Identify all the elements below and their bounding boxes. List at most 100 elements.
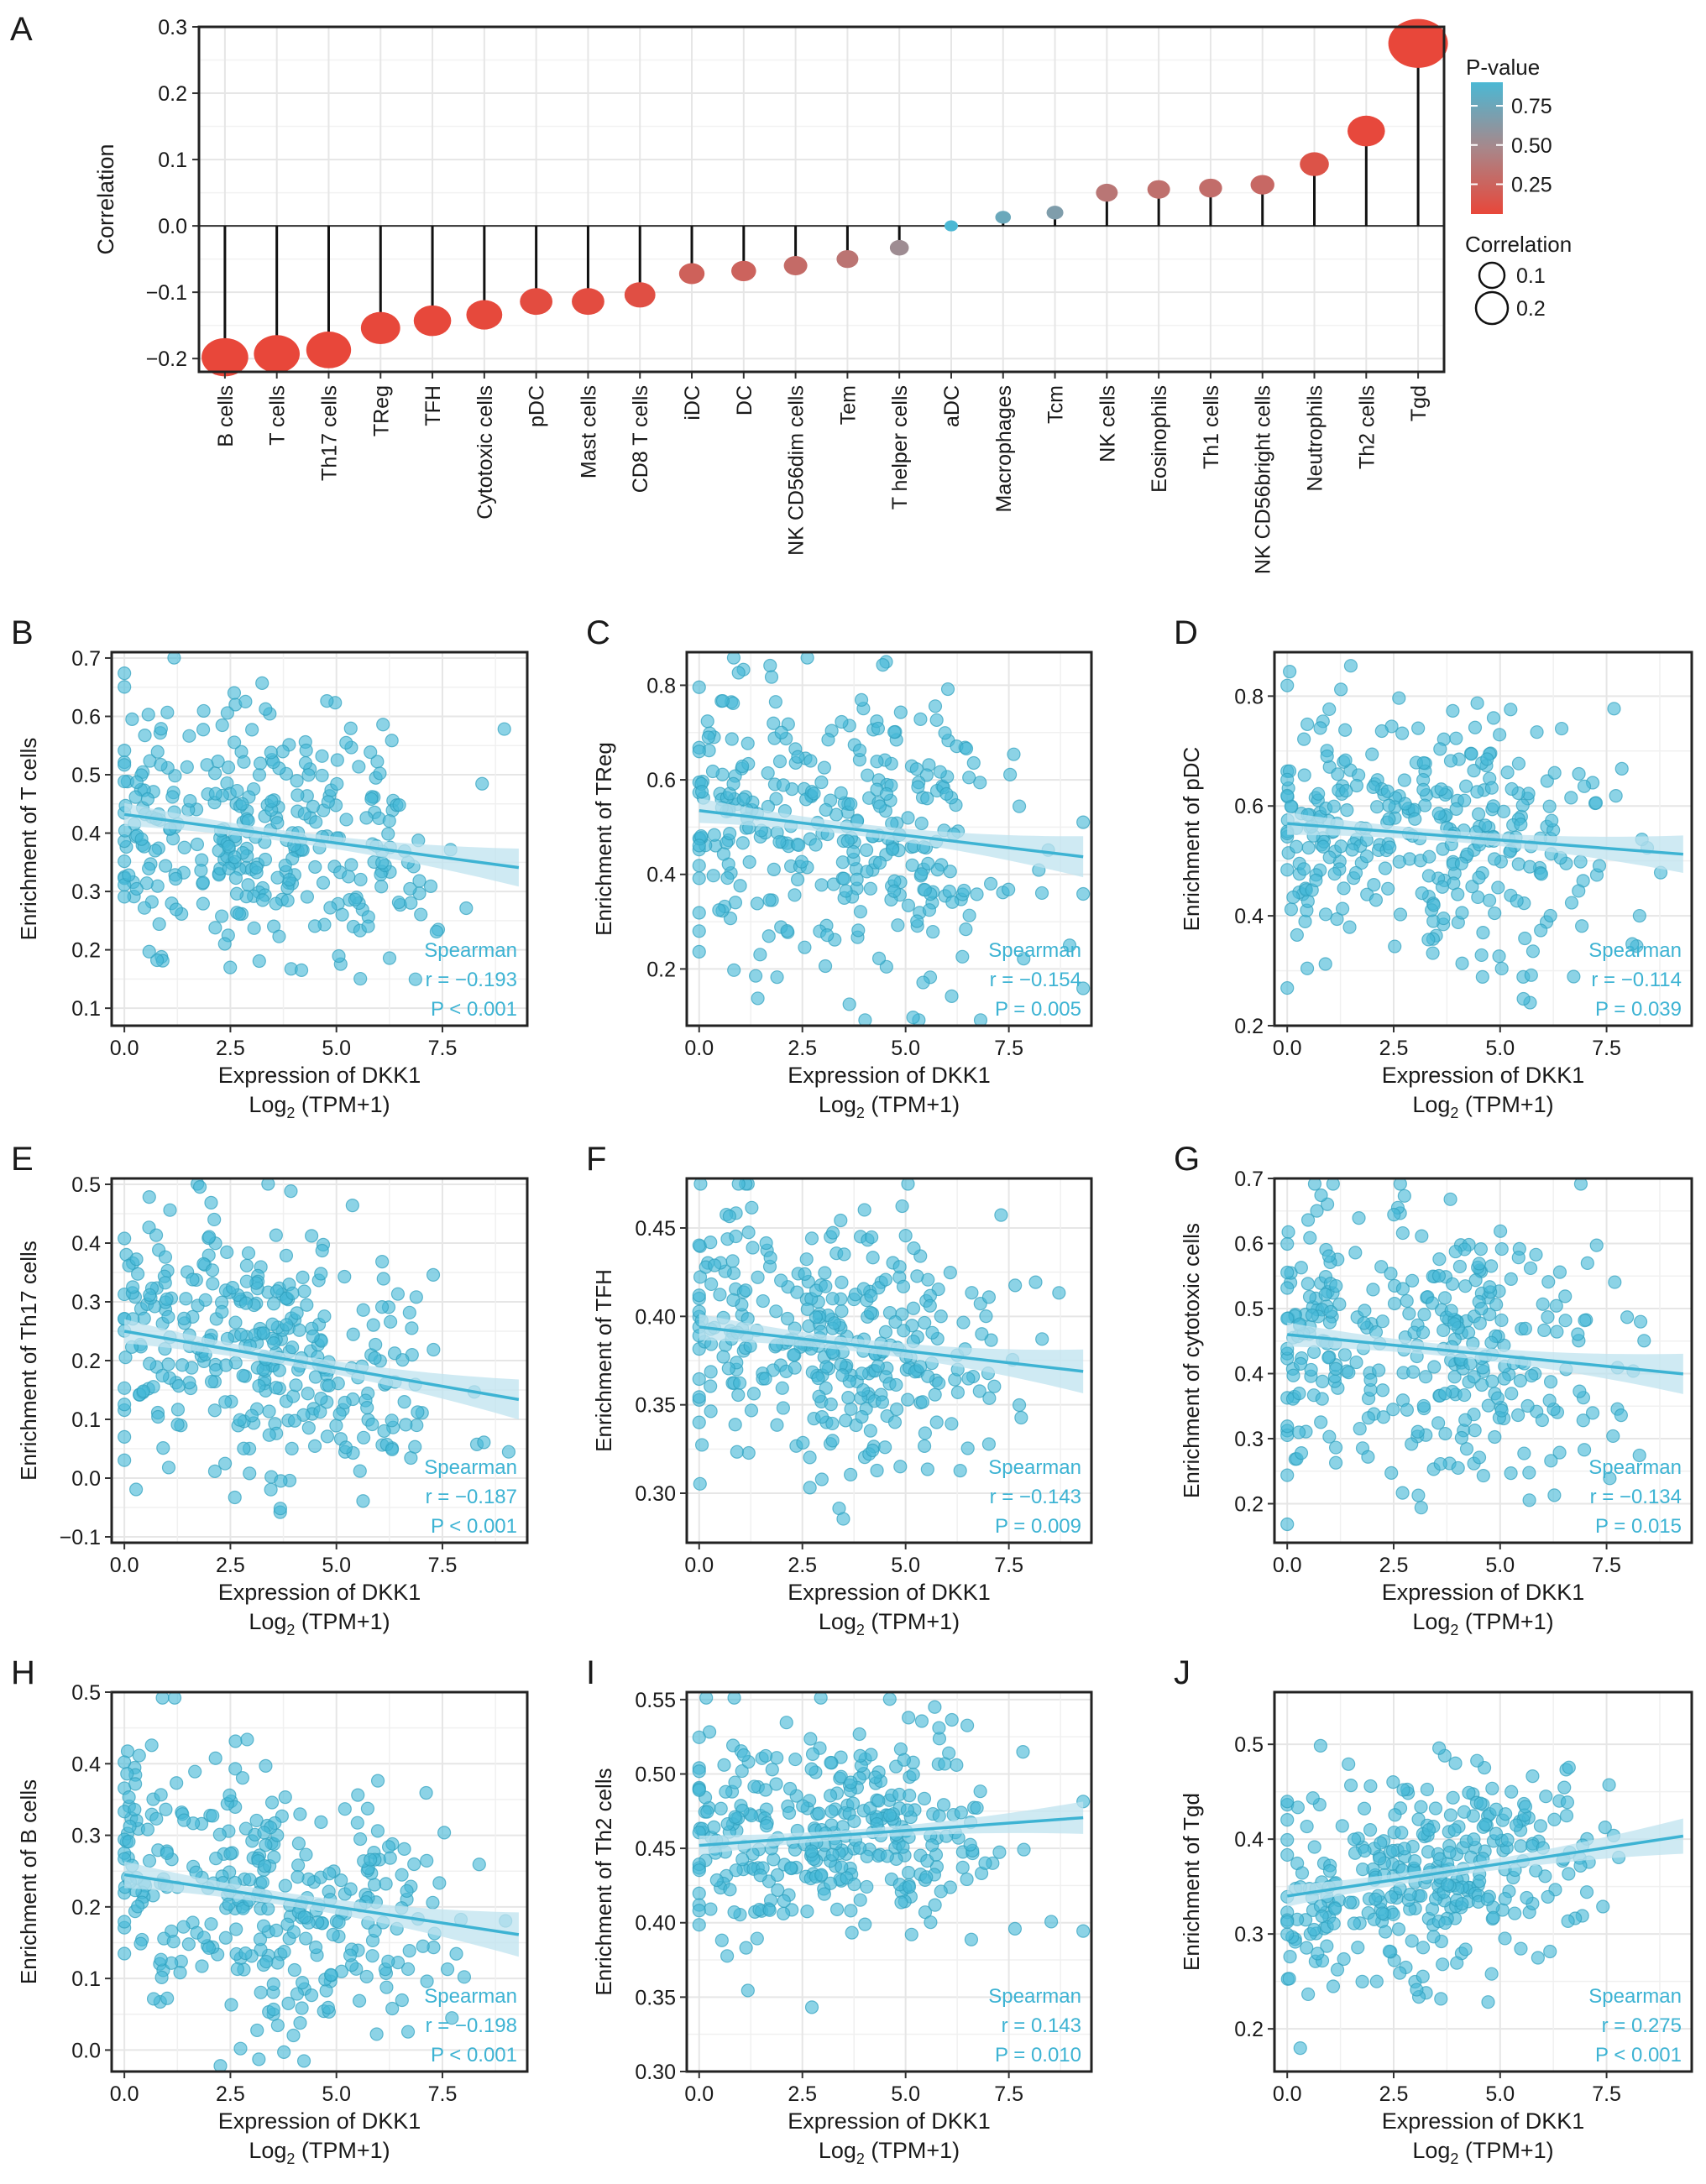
panel-h: H0.00.10.20.30.40.50.0 2.5 5.0 7.5Enrichmen…	[11, 1654, 529, 2167]
data-point	[308, 1940, 323, 1955]
data-point	[1455, 906, 1469, 920]
data-point	[863, 1305, 878, 1320]
panel-label-h: H	[11, 1654, 35, 1691]
data-point	[1545, 813, 1559, 828]
data-point	[1280, 678, 1295, 692]
data-point	[120, 1767, 134, 1781]
data-point	[306, 799, 320, 813]
data-point	[1504, 1272, 1518, 1286]
data-point	[297, 1284, 311, 1298]
y-tick-label: 0.7	[71, 647, 101, 671]
data-point	[353, 872, 368, 887]
data-point	[893, 1460, 908, 1474]
data-point	[1405, 1437, 1419, 1451]
data-point	[272, 1363, 286, 1377]
x-tick-label: 7.5	[428, 1554, 458, 1577]
data-point	[829, 1902, 845, 1916]
data-point	[772, 834, 787, 849]
regression-line	[1287, 822, 1683, 856]
data-point	[291, 1837, 306, 1851]
data-point	[170, 1403, 186, 1417]
data-point	[1474, 948, 1489, 963]
data-point	[772, 755, 788, 769]
data-point	[1280, 788, 1295, 803]
data-point	[275, 745, 290, 759]
data-point	[293, 2016, 307, 2030]
data-point	[970, 1800, 984, 1816]
y-axis-label: Enrichment of Th2 cells	[591, 1768, 616, 1995]
data-point	[750, 1931, 764, 1946]
data-point	[1625, 937, 1640, 951]
data-point	[320, 1429, 335, 1444]
data-point	[1300, 961, 1315, 975]
data-point	[1387, 1208, 1401, 1222]
data-point	[909, 762, 924, 776]
data-point	[878, 1325, 893, 1339]
data-point	[118, 680, 132, 694]
data-point	[167, 652, 181, 665]
data-point	[767, 716, 781, 730]
data-point	[1388, 939, 1402, 954]
data-point	[1498, 1931, 1512, 1946]
data-point	[140, 1822, 155, 1837]
data-point	[1348, 865, 1363, 880]
data-point	[955, 1860, 970, 1874]
data-point	[385, 734, 399, 748]
data-point	[397, 1842, 411, 1856]
x-axis-label: Expression of DKK1	[788, 2108, 991, 2134]
lollipop-dot-23	[1388, 18, 1448, 68]
data-point	[776, 1401, 790, 1415]
data-point	[257, 1826, 271, 1840]
data-point	[1426, 946, 1440, 960]
data-point	[286, 2028, 301, 2043]
data-point	[975, 1327, 989, 1341]
data-point	[735, 759, 750, 774]
data-point	[1577, 779, 1592, 793]
data-point	[783, 1861, 798, 1875]
data-point	[252, 954, 266, 969]
data-point	[196, 723, 211, 737]
data-point	[796, 1435, 810, 1450]
data-point	[898, 1229, 913, 1243]
data-point	[902, 1711, 916, 1725]
data-point	[128, 1802, 142, 1817]
data-point	[1361, 1450, 1375, 1464]
data-point	[278, 1790, 292, 1805]
data-point	[960, 1872, 974, 1887]
data-point	[959, 741, 974, 756]
data-point	[334, 1873, 348, 1888]
data-point	[1573, 854, 1588, 869]
data-point	[1544, 1454, 1558, 1468]
data-point	[134, 832, 149, 846]
data-point	[1363, 1779, 1378, 1794]
x-axis-sublabel-log: Log	[819, 1609, 856, 1634]
data-point	[814, 1410, 829, 1424]
data-point	[827, 1316, 841, 1330]
data-point	[1499, 1807, 1513, 1821]
y-tick-label: 0.0	[71, 2039, 101, 2062]
plot-area	[692, 652, 1091, 1026]
data-point	[1515, 798, 1530, 812]
data-point	[1300, 1941, 1314, 1955]
data-point	[376, 1272, 390, 1286]
data-point	[294, 963, 309, 977]
data-point	[770, 1751, 784, 1765]
data-point	[1330, 1962, 1345, 1977]
data-point	[235, 797, 249, 811]
data-point	[375, 855, 390, 870]
y-tick-label: 0.4	[1234, 905, 1264, 928]
data-point	[395, 1993, 409, 2008]
data-point	[255, 893, 270, 907]
data-point	[223, 960, 238, 974]
data-point	[1358, 1843, 1372, 1858]
panel-label-d: D	[1174, 614, 1198, 651]
data-point	[771, 1883, 785, 1897]
y-tick-label: 0.50	[635, 1763, 676, 1786]
data-point	[741, 1225, 756, 1240]
data-point	[1388, 1808, 1402, 1822]
data-point	[1395, 726, 1410, 740]
data-point	[202, 1230, 217, 1244]
data-point	[1342, 920, 1357, 934]
data-point	[273, 1502, 287, 1516]
data-point	[497, 722, 511, 736]
